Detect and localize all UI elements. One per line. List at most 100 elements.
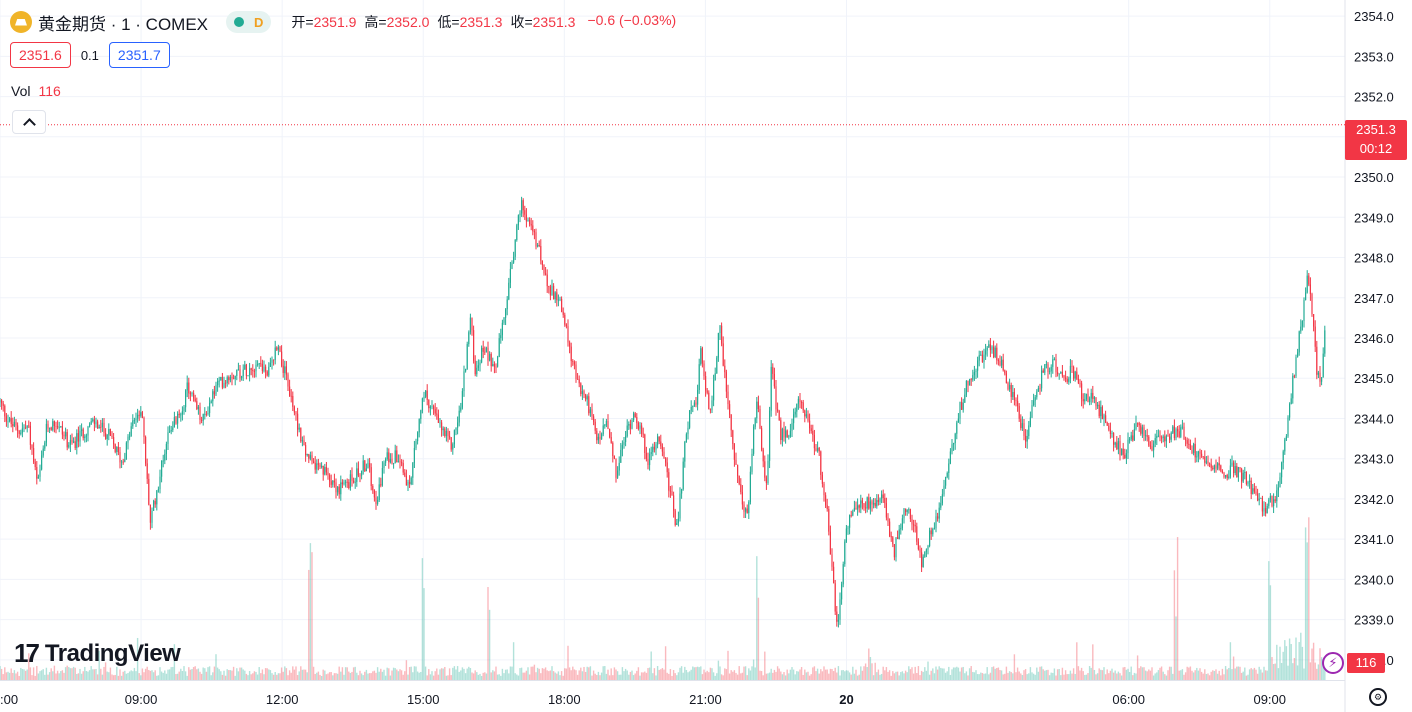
candle-body	[647, 458, 649, 466]
y-tick-label: 2348.0	[1354, 251, 1394, 266]
volume-bar	[1296, 665, 1299, 680]
volume-bar	[684, 666, 686, 680]
candle-body	[1177, 429, 1179, 432]
candle-body	[98, 426, 100, 429]
volume-bar	[543, 668, 545, 680]
volume-bar	[973, 672, 976, 680]
low-value: 2351.3	[459, 14, 503, 30]
candle-body	[1178, 431, 1180, 437]
candle-body	[554, 292, 556, 300]
candle-body	[1081, 383, 1083, 400]
volume-bar	[60, 671, 62, 680]
candle-body	[484, 351, 486, 353]
volume-bar	[584, 671, 587, 680]
candle-body	[127, 436, 129, 443]
market-status-pill[interactable]: D	[226, 11, 272, 33]
volume-bar	[124, 670, 126, 680]
candle-body	[1167, 435, 1169, 437]
volume-bar	[231, 670, 233, 680]
volume-bar	[277, 673, 280, 680]
volume-bar	[652, 673, 654, 680]
candle-body	[389, 458, 391, 463]
volume-bar	[1135, 673, 1137, 680]
candle-body	[431, 406, 433, 408]
gold-bar-icon	[10, 11, 32, 33]
candle-body	[596, 430, 598, 441]
candle-body	[1084, 399, 1086, 402]
candle-body	[1017, 400, 1019, 407]
volume-bar	[364, 671, 366, 680]
volume-bar	[775, 671, 777, 680]
volume-bar	[20, 667, 22, 680]
candle-body	[1103, 415, 1105, 419]
candle-body	[1025, 435, 1027, 442]
candle-body	[201, 419, 203, 421]
volume-bar	[114, 674, 116, 680]
candle-body	[39, 469, 41, 477]
candle-body	[1300, 326, 1302, 332]
volume-bar	[1180, 670, 1182, 680]
candle-body	[652, 446, 654, 453]
volume-bar	[1191, 670, 1193, 680]
volume-bar	[176, 673, 179, 680]
candle-body	[673, 495, 675, 511]
symbol-title[interactable]: 黄金期货 · 1 · COMEX	[38, 14, 209, 34]
candle-body	[781, 428, 783, 441]
volume-bar	[690, 669, 692, 680]
candle-body	[831, 554, 833, 567]
volume-bar	[621, 667, 624, 680]
volume-bar	[629, 671, 632, 680]
volume-bar	[130, 670, 132, 680]
volume-bar	[632, 675, 635, 680]
volume-bar	[1290, 644, 1292, 680]
candle-body	[577, 379, 579, 380]
sell-button[interactable]: 2351.6	[10, 42, 71, 68]
buy-button[interactable]: 2351.7	[108, 42, 170, 68]
volume-bar	[170, 667, 172, 680]
volume-bar	[1216, 673, 1219, 680]
volume-bar	[8, 672, 11, 680]
volume-bar	[482, 672, 484, 680]
volume-bar	[216, 667, 219, 680]
volume-bar	[557, 671, 560, 680]
candle-body	[711, 400, 713, 411]
settings-gear-icon[interactable]: ⚙	[1369, 688, 1387, 706]
volume-bar	[996, 667, 998, 680]
collapse-legend-button[interactable]	[12, 110, 46, 134]
candle-body	[125, 442, 127, 460]
volume-bar	[695, 667, 697, 680]
lightning-icon[interactable]: ⚡	[1322, 652, 1344, 674]
volume-bar	[447, 675, 449, 680]
candle-body	[169, 431, 171, 433]
tradingview-logo[interactable]: 17 TradingView	[14, 638, 181, 669]
candle-body	[82, 429, 84, 439]
candle-body	[857, 505, 859, 510]
candle-body	[767, 460, 769, 484]
candle-body	[956, 422, 958, 434]
volume-bar	[444, 666, 446, 680]
volume-bar	[420, 671, 422, 680]
candle-body	[77, 433, 79, 442]
candle-body	[522, 200, 524, 211]
candle-body	[437, 414, 439, 423]
candle-body	[748, 501, 750, 514]
candle-body	[561, 298, 563, 312]
volume-bar	[472, 673, 475, 680]
candle-body	[884, 497, 886, 504]
candle-body	[482, 347, 484, 352]
volume-bar	[853, 673, 856, 680]
volume-bar	[1178, 670, 1180, 680]
candle-body	[217, 381, 219, 386]
candle-body	[545, 273, 547, 275]
candle-body	[999, 361, 1001, 366]
candle-body	[722, 343, 724, 366]
candle-body	[442, 428, 444, 431]
candle-body	[20, 432, 22, 434]
volume-bar	[394, 668, 396, 680]
volume-bar	[858, 674, 860, 680]
candle-body	[1242, 472, 1244, 482]
candle-body	[13, 421, 15, 427]
volume-bar	[890, 675, 892, 680]
candle-body	[319, 464, 321, 467]
